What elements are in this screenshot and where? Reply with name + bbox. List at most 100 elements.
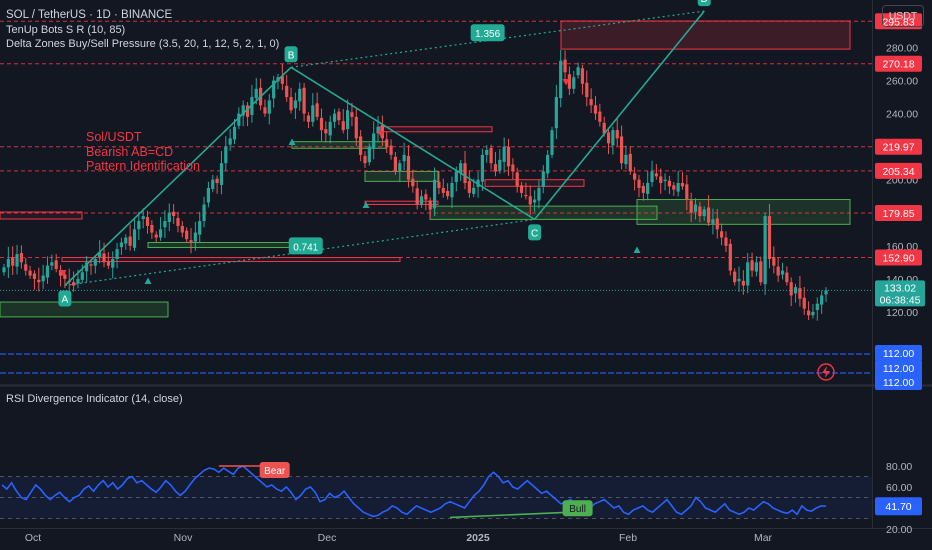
candle-body [450, 183, 454, 198]
signal-marker-up [633, 246, 641, 253]
candle-body [554, 97, 558, 129]
price-label: 219.97 [882, 142, 914, 154]
candle-body [15, 254, 19, 267]
candle-body [663, 179, 667, 182]
demand-zone [147, 242, 314, 248]
candle-body [619, 136, 624, 164]
candle-body [93, 259, 97, 266]
rsi-legend[interactable]: RSI Divergence Indicator (14, close) [6, 393, 183, 405]
candle-body [198, 221, 202, 235]
demand-zone [0, 301, 169, 318]
candle-body [463, 163, 467, 184]
ratio-badge [288, 237, 323, 255]
candle-body [606, 132, 611, 144]
candle-body [650, 171, 654, 183]
candle-body [437, 181, 441, 188]
candle-body [432, 179, 437, 209]
candle-body [454, 171, 458, 183]
candle-body [254, 88, 258, 99]
candle-body [215, 178, 219, 184]
signal-marker-down [562, 79, 570, 86]
rsi-last-badge [875, 497, 922, 516]
candle-body [2, 267, 6, 273]
ratio-line-ac [64, 218, 535, 287]
price-label-blue: 112.00 [883, 348, 914, 360]
candle-body [563, 59, 567, 73]
ratio-badge-label: 0.741 [293, 242, 318, 253]
rsi-axis-tick: 60.00 [886, 482, 912, 494]
alert-icon[interactable] [817, 363, 835, 381]
candle-body [45, 265, 50, 278]
price-label: 152.90 [882, 253, 914, 265]
candle-body [128, 236, 132, 246]
candle-body [141, 216, 145, 220]
candle-body [641, 185, 645, 193]
currency-button[interactable]: USDT [882, 5, 924, 27]
candle-body [398, 163, 402, 172]
candle-body [319, 117, 324, 131]
ratio-badge-label: 1.356 [475, 29, 500, 40]
signal-marker-up [362, 201, 370, 208]
candle-body [311, 105, 315, 122]
candle-body [89, 264, 93, 266]
candle-body [685, 184, 689, 200]
annotation-line-3: Pattern Identification [86, 159, 200, 173]
pattern-point-d-marker[interactable] [697, 0, 711, 7]
candle-body [546, 154, 550, 174]
candle-body [345, 110, 350, 130]
candle-body [424, 194, 428, 200]
candle-body [676, 183, 680, 192]
pattern-point-b-marker[interactable] [284, 46, 298, 63]
price-label-badge [875, 13, 922, 30]
annotation-line-1: Sol/USDT [86, 130, 142, 144]
rsi-line [1, 465, 827, 518]
candle-body [537, 187, 541, 201]
price-label: 295.83 [882, 16, 914, 28]
candle-body [715, 218, 719, 230]
price-label: 205.34 [882, 166, 914, 178]
price-axis-tick: 120.00 [886, 307, 918, 319]
pattern-leg [64, 66, 292, 287]
candle-body [511, 164, 515, 172]
candle-body [393, 156, 398, 172]
candle-body [446, 190, 450, 197]
candle-body [580, 68, 585, 84]
indicator-legend-delta-zones[interactable]: Delta Zones Buy/Sell Pressure (3.5, 20, … [6, 38, 280, 50]
candle-body [698, 206, 702, 217]
price-axis-tick: 240.00 [886, 109, 918, 121]
candle-body [419, 196, 424, 205]
price-label-badge [875, 205, 922, 222]
rsi-axis-tick: 20.00 [886, 524, 912, 536]
candle-body [637, 179, 641, 188]
price-label-badge [875, 162, 922, 179]
candle-body [672, 185, 676, 190]
signal-marker-up [144, 277, 152, 284]
candle-body [363, 155, 367, 164]
price-label-badge [875, 55, 922, 72]
candle-body [145, 217, 150, 226]
lightning-icon[interactable] [822, 366, 830, 378]
pattern-point-a-marker[interactable] [58, 290, 72, 307]
candle-body [798, 288, 802, 299]
rsi-axis-tick: 80.00 [886, 461, 912, 473]
pattern-point-c-marker[interactable] [528, 224, 542, 241]
candle-body [485, 149, 489, 155]
candle-body [76, 278, 80, 284]
candle-body [502, 146, 506, 162]
price-label: 179.85 [882, 208, 914, 220]
candle-body [293, 100, 297, 109]
candle-body [289, 97, 293, 111]
signal-marker-down [59, 270, 67, 277]
candle-body [541, 171, 545, 187]
rsi-divergence-bull-label: Bull [569, 504, 586, 515]
candle-body [54, 260, 58, 269]
candle-body [763, 216, 767, 285]
candle-body [615, 130, 619, 139]
candle-body [406, 155, 411, 180]
indicator-legend-tenup[interactable]: TenUp Bots S R (10, 85) [6, 24, 126, 36]
candle-body [167, 212, 171, 223]
candle-body [820, 295, 824, 305]
candle-body [789, 282, 793, 296]
